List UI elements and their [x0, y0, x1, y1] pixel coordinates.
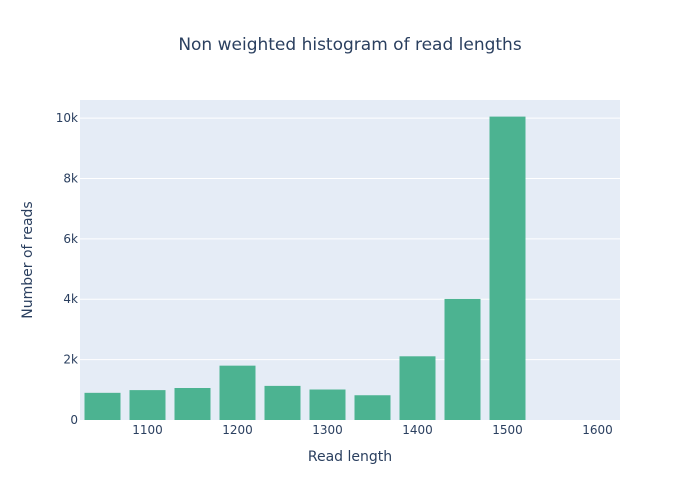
histogram-bar — [264, 385, 301, 420]
histogram-bar — [84, 392, 121, 420]
chart-title: Non weighted histogram of read lengths — [178, 35, 522, 55]
histogram-bar — [489, 116, 526, 421]
bars — [84, 116, 526, 421]
histogram-bar — [444, 298, 481, 420]
x-axis-ticks: 1100 1200 1300 1400 1500 1600 — [132, 423, 613, 437]
y-axis-ticks: 0 2k 4k 6k 8k 10k — [56, 111, 78, 427]
x-tick-label: 1300 — [312, 423, 343, 437]
y-tick-label: 10k — [56, 111, 78, 125]
histogram-bar — [399, 356, 436, 420]
x-axis-title: Read length — [308, 449, 392, 465]
x-tick-label: 1100 — [132, 423, 163, 437]
histogram-bar — [219, 365, 256, 420]
histogram-bar — [354, 395, 391, 420]
y-tick-label: 8k — [63, 171, 78, 185]
gridlines — [80, 117, 620, 361]
y-tick-label: 6k — [63, 232, 78, 246]
y-tick-label: 0 — [70, 413, 78, 427]
x-tick-label: 1200 — [222, 423, 253, 437]
y-axis-title: Number of reads — [20, 201, 36, 318]
x-tick-label: 1400 — [402, 423, 433, 437]
x-tick-label: 1600 — [582, 423, 613, 437]
x-tick-label: 1500 — [492, 423, 523, 437]
histogram-bar — [174, 388, 211, 420]
histogram-bar — [129, 390, 166, 420]
y-tick-label: 4k — [63, 292, 78, 306]
histogram-bar — [309, 389, 346, 420]
y-tick-label: 2k — [63, 353, 78, 367]
plot-area — [80, 100, 620, 420]
